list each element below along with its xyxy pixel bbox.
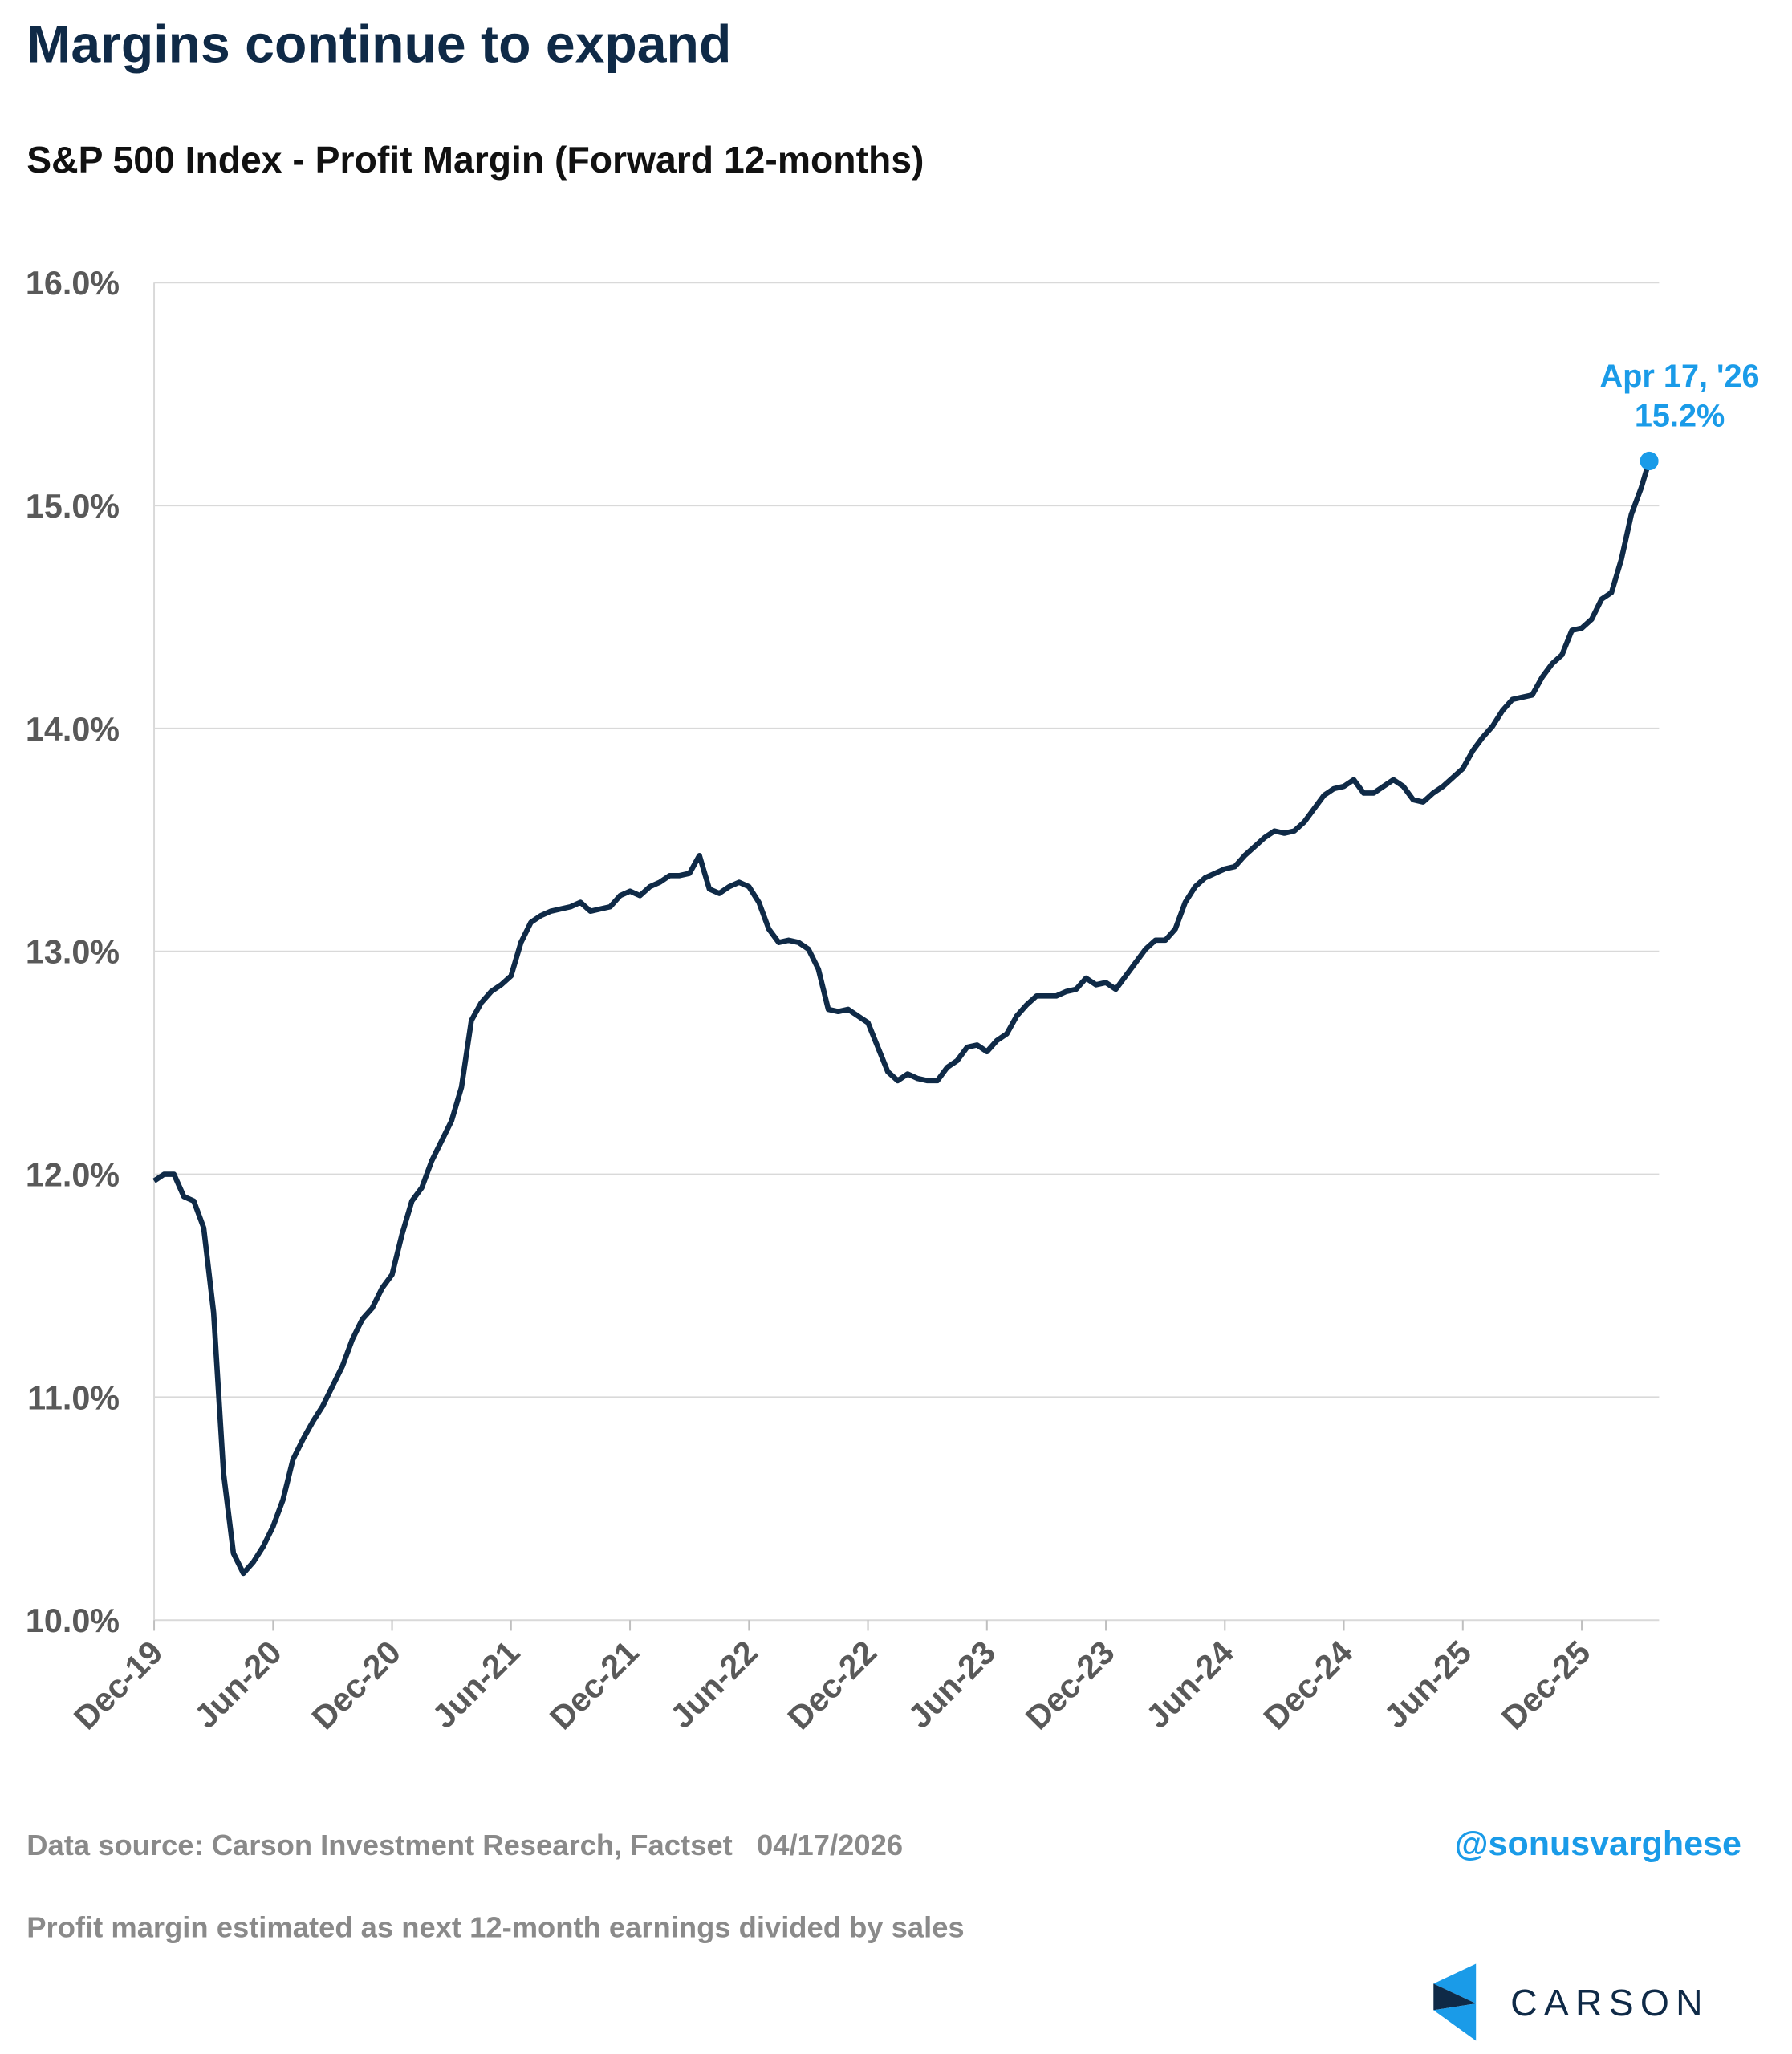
x-tick-label: Jun-20 bbox=[187, 1634, 289, 1735]
y-tick-label: 13.0% bbox=[26, 934, 120, 971]
y-tick-label: 14.0% bbox=[26, 711, 120, 748]
y-tick-label: 15.0% bbox=[26, 488, 120, 525]
x-tick-label: Jun-21 bbox=[425, 1634, 527, 1735]
y-tick-label: 12.0% bbox=[26, 1156, 120, 1193]
x-tick-label: Dec-24 bbox=[1257, 1634, 1359, 1736]
chart-title: Margins continue to expand bbox=[26, 15, 731, 75]
footnote: Profit margin estimated as next 12-month… bbox=[26, 1910, 964, 1943]
logo-mark bbox=[1433, 1963, 1477, 2041]
x-tick-label: Dec-23 bbox=[1018, 1634, 1121, 1736]
source-note: Data source: Carson Investment Research,… bbox=[26, 1829, 903, 1861]
x-tick-label: Dec-20 bbox=[305, 1634, 408, 1736]
x-tick-label: Dec-19 bbox=[67, 1634, 169, 1736]
x-tick-label: Jun-24 bbox=[1139, 1634, 1241, 1735]
x-tick-label: Dec-25 bbox=[1494, 1634, 1597, 1736]
annotation-value: 15.2% bbox=[1635, 399, 1725, 434]
x-tick-label: Dec-22 bbox=[781, 1634, 884, 1736]
x-tick-label: Jun-23 bbox=[901, 1634, 1003, 1735]
data-line bbox=[152, 460, 1652, 1577]
x-tick-label: Dec-21 bbox=[542, 1634, 645, 1736]
chart-subtitle: S&P 500 Index - Profit Margin (Forward 1… bbox=[26, 139, 924, 181]
y-tick-label: 16.0% bbox=[26, 265, 120, 302]
annotation-date: Apr 17, '26 bbox=[1600, 359, 1760, 394]
end-point bbox=[1640, 451, 1659, 471]
x-tick-label: Jun-25 bbox=[1377, 1634, 1479, 1735]
y-tick-label: 10.0% bbox=[26, 1602, 120, 1639]
handle: @sonusvarghese bbox=[1455, 1825, 1741, 1863]
x-tick-label: Jun-22 bbox=[663, 1634, 765, 1735]
logo-text: CARSON bbox=[1510, 1982, 1709, 2024]
y-tick-label: 11.0% bbox=[27, 1379, 120, 1416]
